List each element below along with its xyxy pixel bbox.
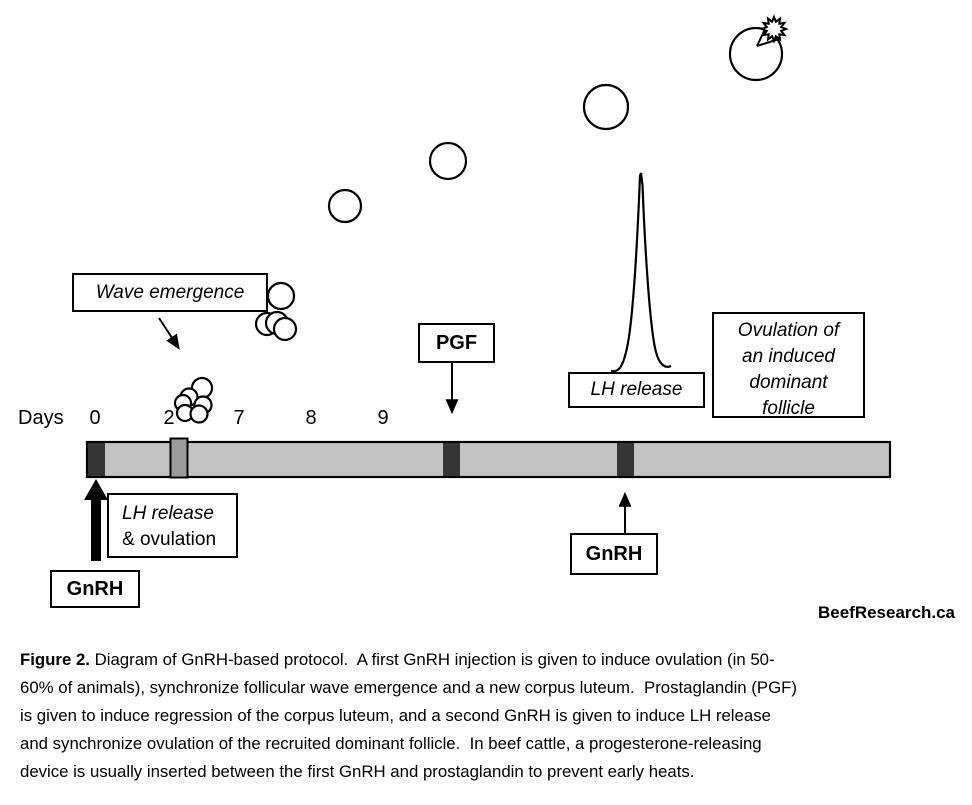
protocol-diagram bbox=[84, 14, 892, 561]
wave-emergence-label: Wave emergence bbox=[95, 282, 245, 303]
lh-release-box: LH release bbox=[568, 372, 705, 408]
caption-line: is given to induce regression of the cor… bbox=[20, 706, 771, 725]
gnrh-first-label: GnRH bbox=[66, 578, 124, 600]
caption-line1-text: Diagram of GnRH-based protocol. A first … bbox=[89, 650, 775, 669]
follicle-growth-sequence bbox=[254, 26, 784, 342]
day-tick-9: 9 bbox=[377, 407, 389, 429]
timeline-segment-day2-wave bbox=[169, 437, 189, 479]
timeline-bar bbox=[85, 440, 892, 479]
lh-release-label: LH release bbox=[590, 379, 683, 400]
ovulation-burst-icon bbox=[759, 14, 789, 44]
timeline-segment-gnrh2 bbox=[617, 443, 634, 476]
caption-line: and synchronize ovulation of the recruit… bbox=[20, 734, 762, 753]
gnrh-first-arrow bbox=[84, 479, 108, 561]
ovulation-box-line: Ovulation of bbox=[737, 320, 840, 341]
follicle-icon bbox=[582, 83, 630, 131]
timeline-segment-pgf bbox=[443, 443, 460, 476]
pgf-box: PGF bbox=[418, 323, 495, 363]
pgf-label: PGF bbox=[435, 332, 478, 354]
lh-release-ovulation-line2: & ovulation bbox=[122, 529, 217, 550]
dominant-follicle-icon bbox=[728, 26, 784, 82]
gnrh-second-box: GnRH bbox=[570, 533, 658, 575]
gnrh-first-box: GnRH bbox=[50, 570, 140, 608]
days-axis-label: Days bbox=[18, 407, 64, 429]
wave-emergence-arrow bbox=[158, 317, 180, 350]
gnrh-second-label: GnRH bbox=[585, 543, 643, 565]
follicle-wave-cluster bbox=[173, 376, 214, 424]
figure-caption: Figure 2. Diagram of GnRH-based protocol… bbox=[20, 646, 965, 786]
ovulation-box-line: dominant bbox=[749, 372, 828, 393]
ovulation-box-line: an induced bbox=[742, 346, 835, 367]
lh-release-ovulation-box: LH release & ovulation bbox=[107, 493, 238, 558]
follicle-small-icon bbox=[189, 404, 209, 424]
day-tick-8: 8 bbox=[305, 407, 317, 429]
timeline-segment-day0-gnrh bbox=[88, 443, 105, 476]
follicle-icon bbox=[327, 188, 363, 224]
ovulation-box: Ovulation of an induced dominant follicl… bbox=[712, 312, 865, 418]
follicle-icon bbox=[272, 316, 298, 342]
follicle-icon bbox=[266, 281, 296, 311]
day-tick-0: 0 bbox=[89, 407, 101, 429]
follicle-icon bbox=[428, 141, 468, 181]
credit-text: BeefResearch.ca bbox=[817, 603, 955, 622]
caption-figure-label: Figure 2. bbox=[20, 650, 90, 669]
day-tick-7: 7 bbox=[233, 407, 245, 429]
day-tick-2: 2 bbox=[163, 407, 175, 429]
lh-release-ovulation-line1: LH release bbox=[122, 503, 214, 524]
ovulation-box-line: follicle bbox=[762, 398, 815, 418]
caption-line: device is usually inserted between the f… bbox=[20, 762, 695, 781]
caption-line: Figure 2. Diagram of GnRH-based protocol… bbox=[20, 646, 965, 674]
wave-emergence-box: Wave emergence bbox=[72, 273, 268, 312]
caption-line: 60% of animals), synchronize follicular … bbox=[20, 678, 797, 697]
lh-surge-curve bbox=[610, 172, 672, 373]
